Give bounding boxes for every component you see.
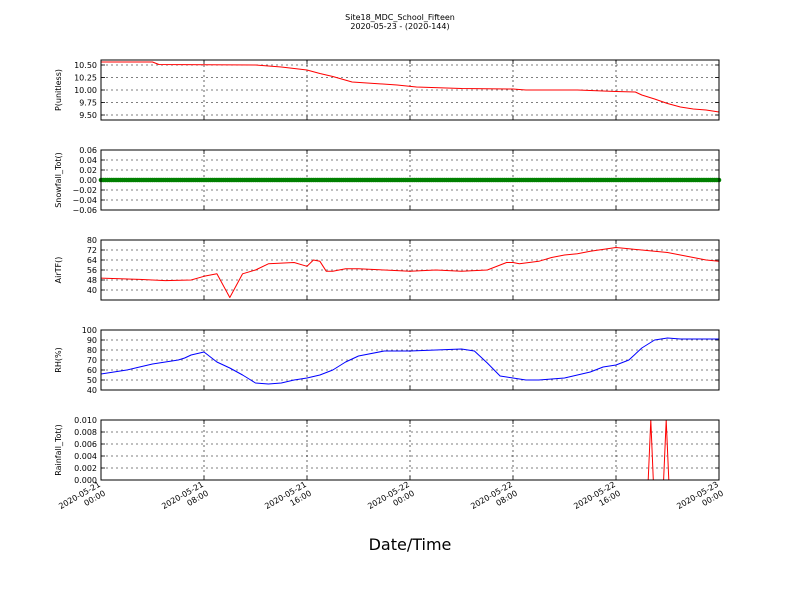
y-axis-label: Rainfall_Tot() — [54, 424, 63, 476]
x-tick-label: 2020-05-2208:00 — [469, 480, 519, 520]
y-tick-label: 0.000 — [74, 476, 97, 485]
subplot-5: 0.000 0.002 0.004 0.006 0.008 0.010 Rainfall_T… — [54, 416, 720, 485]
subplot-panels: 9.509.7510.0010.2510.50P(unitless)−0.06−… — [54, 59, 722, 485]
axes-frame — [100, 59, 720, 121]
y-tick-label: 0.010 — [74, 416, 97, 425]
x-tick-label: 2020-05-2300:00 — [675, 480, 725, 520]
y-axis-label: Snowfall_Tot() — [54, 152, 63, 208]
y-tick-label: 9.75 — [79, 99, 97, 108]
x-axis-label: Date/Time — [369, 535, 452, 554]
axes-frame — [100, 419, 720, 481]
y-tick-label: 72 — [87, 246, 97, 255]
y-tick-label: 90 — [87, 336, 97, 345]
x-tick-label: 2020-05-2116:00 — [263, 480, 313, 520]
y-tick-label: 0.004 — [74, 452, 97, 461]
x-tick-label: 2020-05-2216:00 — [572, 480, 622, 520]
y-tick-label: 0.00 — [79, 176, 97, 185]
y-tick-label: −0.04 — [72, 196, 97, 205]
y-tick-label: 80 — [87, 236, 97, 245]
y-tick-label: 40 — [87, 386, 97, 395]
axes-frame — [100, 329, 720, 391]
subplot-2: −0.06−0.04−0.020.000.020.040.06 Snowfall_… — [54, 146, 722, 215]
series-line — [100, 247, 720, 298]
y-tick-label: 0.02 — [79, 166, 97, 175]
series-line — [101, 61, 720, 113]
axes-frame — [100, 239, 720, 301]
figure-title: Site18_MDC_School_Fifteen — [345, 13, 455, 22]
y-tick-label: 56 — [87, 266, 97, 275]
series-line — [100, 337, 719, 385]
y-tick-label: 40 — [87, 286, 97, 295]
y-tick-label: 0.006 — [74, 440, 97, 449]
y-tick-label: 48 — [87, 276, 97, 285]
y-axis-label: RH(%) — [54, 347, 63, 372]
x-tick-label: 2020-05-2108:00 — [160, 480, 210, 520]
y-tick-label: 10.00 — [74, 86, 97, 95]
y-tick-label: 80 — [87, 346, 97, 355]
x-tick-label: 2020-05-2100:00 — [57, 480, 107, 520]
y-tick-label: 10.50 — [74, 61, 97, 70]
y-tick-label: 10.25 — [74, 74, 97, 83]
y-tick-label: 0.04 — [79, 156, 97, 165]
axes-frame — [100, 149, 720, 211]
figure-subtitle: 2020-05-23 - (2020-144) — [350, 22, 449, 31]
x-tick-label: 2020-05-2200:00 — [366, 480, 416, 520]
subplot-1: 9.50 9.75 10.00 10.25 10.50 P(unitless) — [54, 59, 720, 121]
x-axis-tick-labels: 2020-05-2100:00 2020-05-2108:00 2020-05-21… — [57, 480, 725, 520]
series-markers — [98, 177, 722, 183]
y-tick-label: −0.02 — [72, 186, 97, 195]
y-tick-label: 0.06 — [79, 146, 97, 155]
y-tick-label: 60 — [87, 366, 97, 375]
y-axis-label: AirTF() — [54, 257, 63, 284]
y-tick-label: 70 — [87, 356, 97, 365]
y-tick-label: 0.008 — [74, 428, 97, 437]
y-tick-label: 64 — [87, 256, 97, 265]
y-axis-label: P(unitless) — [54, 69, 63, 111]
y-tick-label: 100 — [82, 326, 97, 335]
y-tick-label: −0.06 — [72, 206, 97, 215]
y-tick-label: 50 — [87, 376, 97, 385]
y-tick-label: 9.50 — [79, 111, 97, 120]
y-tick-label: 0.002 — [74, 464, 97, 473]
